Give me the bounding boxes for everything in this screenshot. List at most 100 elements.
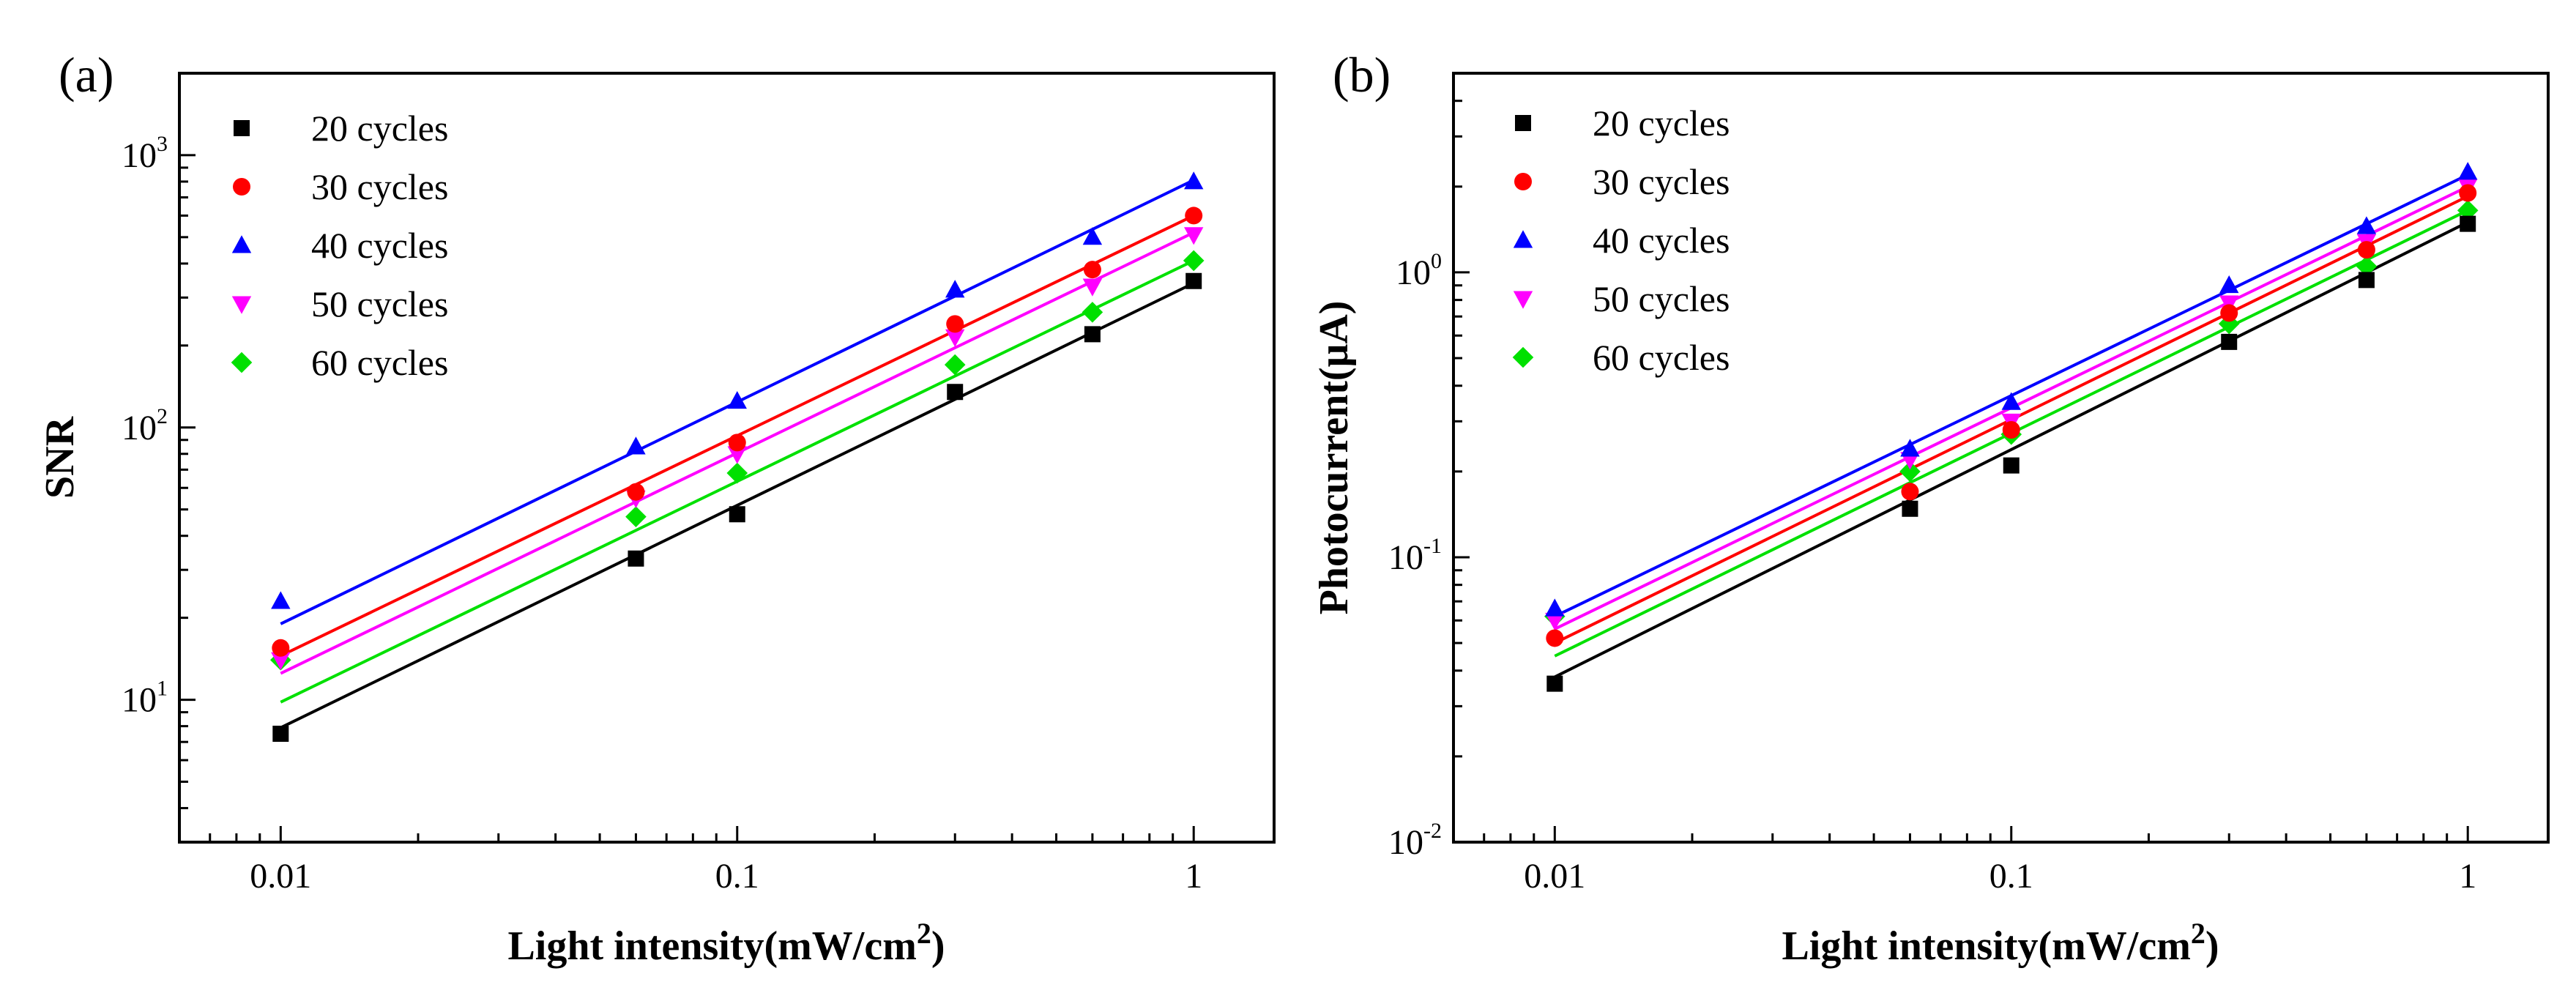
x-axis-title: Light intensity(mW/cm2) — [507, 917, 945, 969]
legend-marker — [1513, 230, 1533, 248]
fit-line — [280, 281, 1195, 729]
data-point — [1183, 250, 1205, 272]
data-point — [1902, 500, 1918, 517]
data-point — [272, 639, 290, 657]
data-point — [1084, 326, 1101, 343]
data-point — [1082, 302, 1103, 323]
legend: 20 cycles 30 cycles 40 cycles 50 cycles 60 c… — [1512, 103, 1730, 378]
legend-marker — [1515, 115, 1531, 131]
data-point — [1185, 272, 1202, 289]
data-points — [1544, 162, 2479, 692]
legend-marker — [234, 120, 250, 136]
data-point — [2357, 241, 2375, 259]
data-point — [272, 726, 289, 743]
y-ticks: 101 102 103 — [122, 72, 196, 844]
data-point — [946, 315, 964, 333]
x-tick-label: 1 — [1185, 857, 1202, 896]
data-point — [2002, 421, 2020, 439]
data-point — [1545, 598, 1565, 617]
x-axis-title-suffix: ) — [2205, 923, 2219, 969]
panel-label: (a) — [59, 47, 113, 103]
data-point — [2221, 333, 2238, 350]
y-tick-label: 100 — [1396, 249, 1442, 292]
legend-label: 30 cycles — [1593, 161, 1730, 202]
x-tick-label: 0.01 — [250, 857, 311, 896]
data-point — [2001, 392, 2021, 410]
y-axis-title: SNR — [37, 416, 83, 499]
data-point — [728, 434, 746, 452]
x-tick-label: 0.1 — [715, 857, 759, 896]
y-tick-label: 101 — [122, 677, 168, 720]
x-axis-title-superscript: 2 — [2191, 917, 2205, 950]
data-point — [947, 384, 964, 401]
y-tick-label: 102 — [122, 404, 168, 447]
data-point — [1082, 227, 1103, 245]
data-point — [2218, 313, 2240, 335]
data-point — [1083, 261, 1101, 279]
x-ticks: 0.01 0.1 1 — [178, 826, 1202, 896]
data-point — [727, 390, 747, 409]
x-tick-label: 0.01 — [1524, 857, 1585, 896]
data-point — [2356, 256, 2378, 277]
legend-marker — [231, 235, 252, 253]
data-point — [1900, 439, 1920, 457]
legend-marker — [231, 351, 253, 373]
y-tick-label: 10-1 — [1388, 534, 1442, 577]
fit-line — [1554, 220, 2469, 679]
legend-item: 60 cycles — [231, 342, 448, 383]
panel-a: (a) SNR Light intensity(mW/cm2) 0.01 0.1 1… — [37, 47, 1276, 969]
legend-label: 60 cycles — [1593, 337, 1730, 378]
x-axis-title-main: Light intensity(mW/cm — [507, 923, 916, 969]
data-point — [2459, 184, 2477, 202]
x-tick-label: 1 — [2459, 857, 2476, 896]
plot-frame — [1452, 72, 2550, 844]
legend-label: 40 cycles — [311, 225, 448, 266]
data-point — [945, 280, 965, 298]
legend: 20 cycles 30 cycles 40 cycles 50 cycles 60 c… — [231, 108, 448, 383]
plot-frame — [178, 72, 1276, 844]
y-tick-label: 103 — [122, 132, 168, 175]
legend-label: 20 cycles — [311, 108, 448, 149]
legend-item: 30 cycles — [1514, 161, 1730, 202]
legend-label: 20 cycles — [1593, 103, 1730, 144]
legend-marker — [233, 178, 250, 196]
legend-label: 40 cycles — [1593, 220, 1730, 261]
data-point — [727, 446, 747, 464]
data-point — [625, 506, 647, 527]
legend-marker — [1514, 173, 1532, 190]
legend-label: 50 cycles — [1593, 278, 1730, 319]
panel-b: (b) Photocurrent(μA) Light intensity(mW/… — [1311, 47, 2550, 969]
data-point — [2457, 200, 2479, 221]
y-tick-label: 10-2 — [1388, 819, 1442, 862]
data-point — [271, 591, 291, 609]
y-axis-title: Photocurrent(μA) — [1311, 301, 1357, 615]
data-point — [1185, 207, 1203, 225]
data-point — [1184, 171, 1204, 190]
panel-label: (b) — [1333, 47, 1391, 103]
x-axis-title-superscript: 2 — [917, 917, 931, 950]
data-point — [1546, 675, 1563, 692]
legend-item: 50 cycles — [231, 283, 448, 324]
legend-item: 50 cycles — [1513, 278, 1730, 319]
legend-label: 60 cycles — [311, 342, 448, 383]
x-tick-label: 0.1 — [1989, 857, 2033, 896]
data-point — [2219, 275, 2239, 294]
data-point — [1901, 483, 1919, 501]
x-ticks: 0.01 0.1 1 — [1452, 826, 2476, 896]
legend-item: 30 cycles — [233, 166, 448, 207]
data-point — [1082, 278, 1103, 297]
legend-item: 20 cycles — [234, 108, 448, 149]
legend-item: 60 cycles — [1512, 337, 1730, 378]
x-axis-title-main: Light intensity(mW/cm — [1782, 923, 2190, 969]
legend-marker — [1513, 291, 1533, 309]
data-point — [945, 329, 965, 347]
y-ticks: 10-2 10-1 100 — [1388, 72, 1470, 862]
data-point — [2358, 272, 2375, 289]
legend-item: 40 cycles — [1513, 220, 1730, 261]
data-point — [626, 436, 646, 455]
data-point — [1184, 227, 1204, 245]
data-point — [2458, 162, 2478, 180]
data-point — [2220, 304, 2238, 322]
data-point — [1899, 461, 1921, 483]
data-point — [726, 462, 748, 484]
